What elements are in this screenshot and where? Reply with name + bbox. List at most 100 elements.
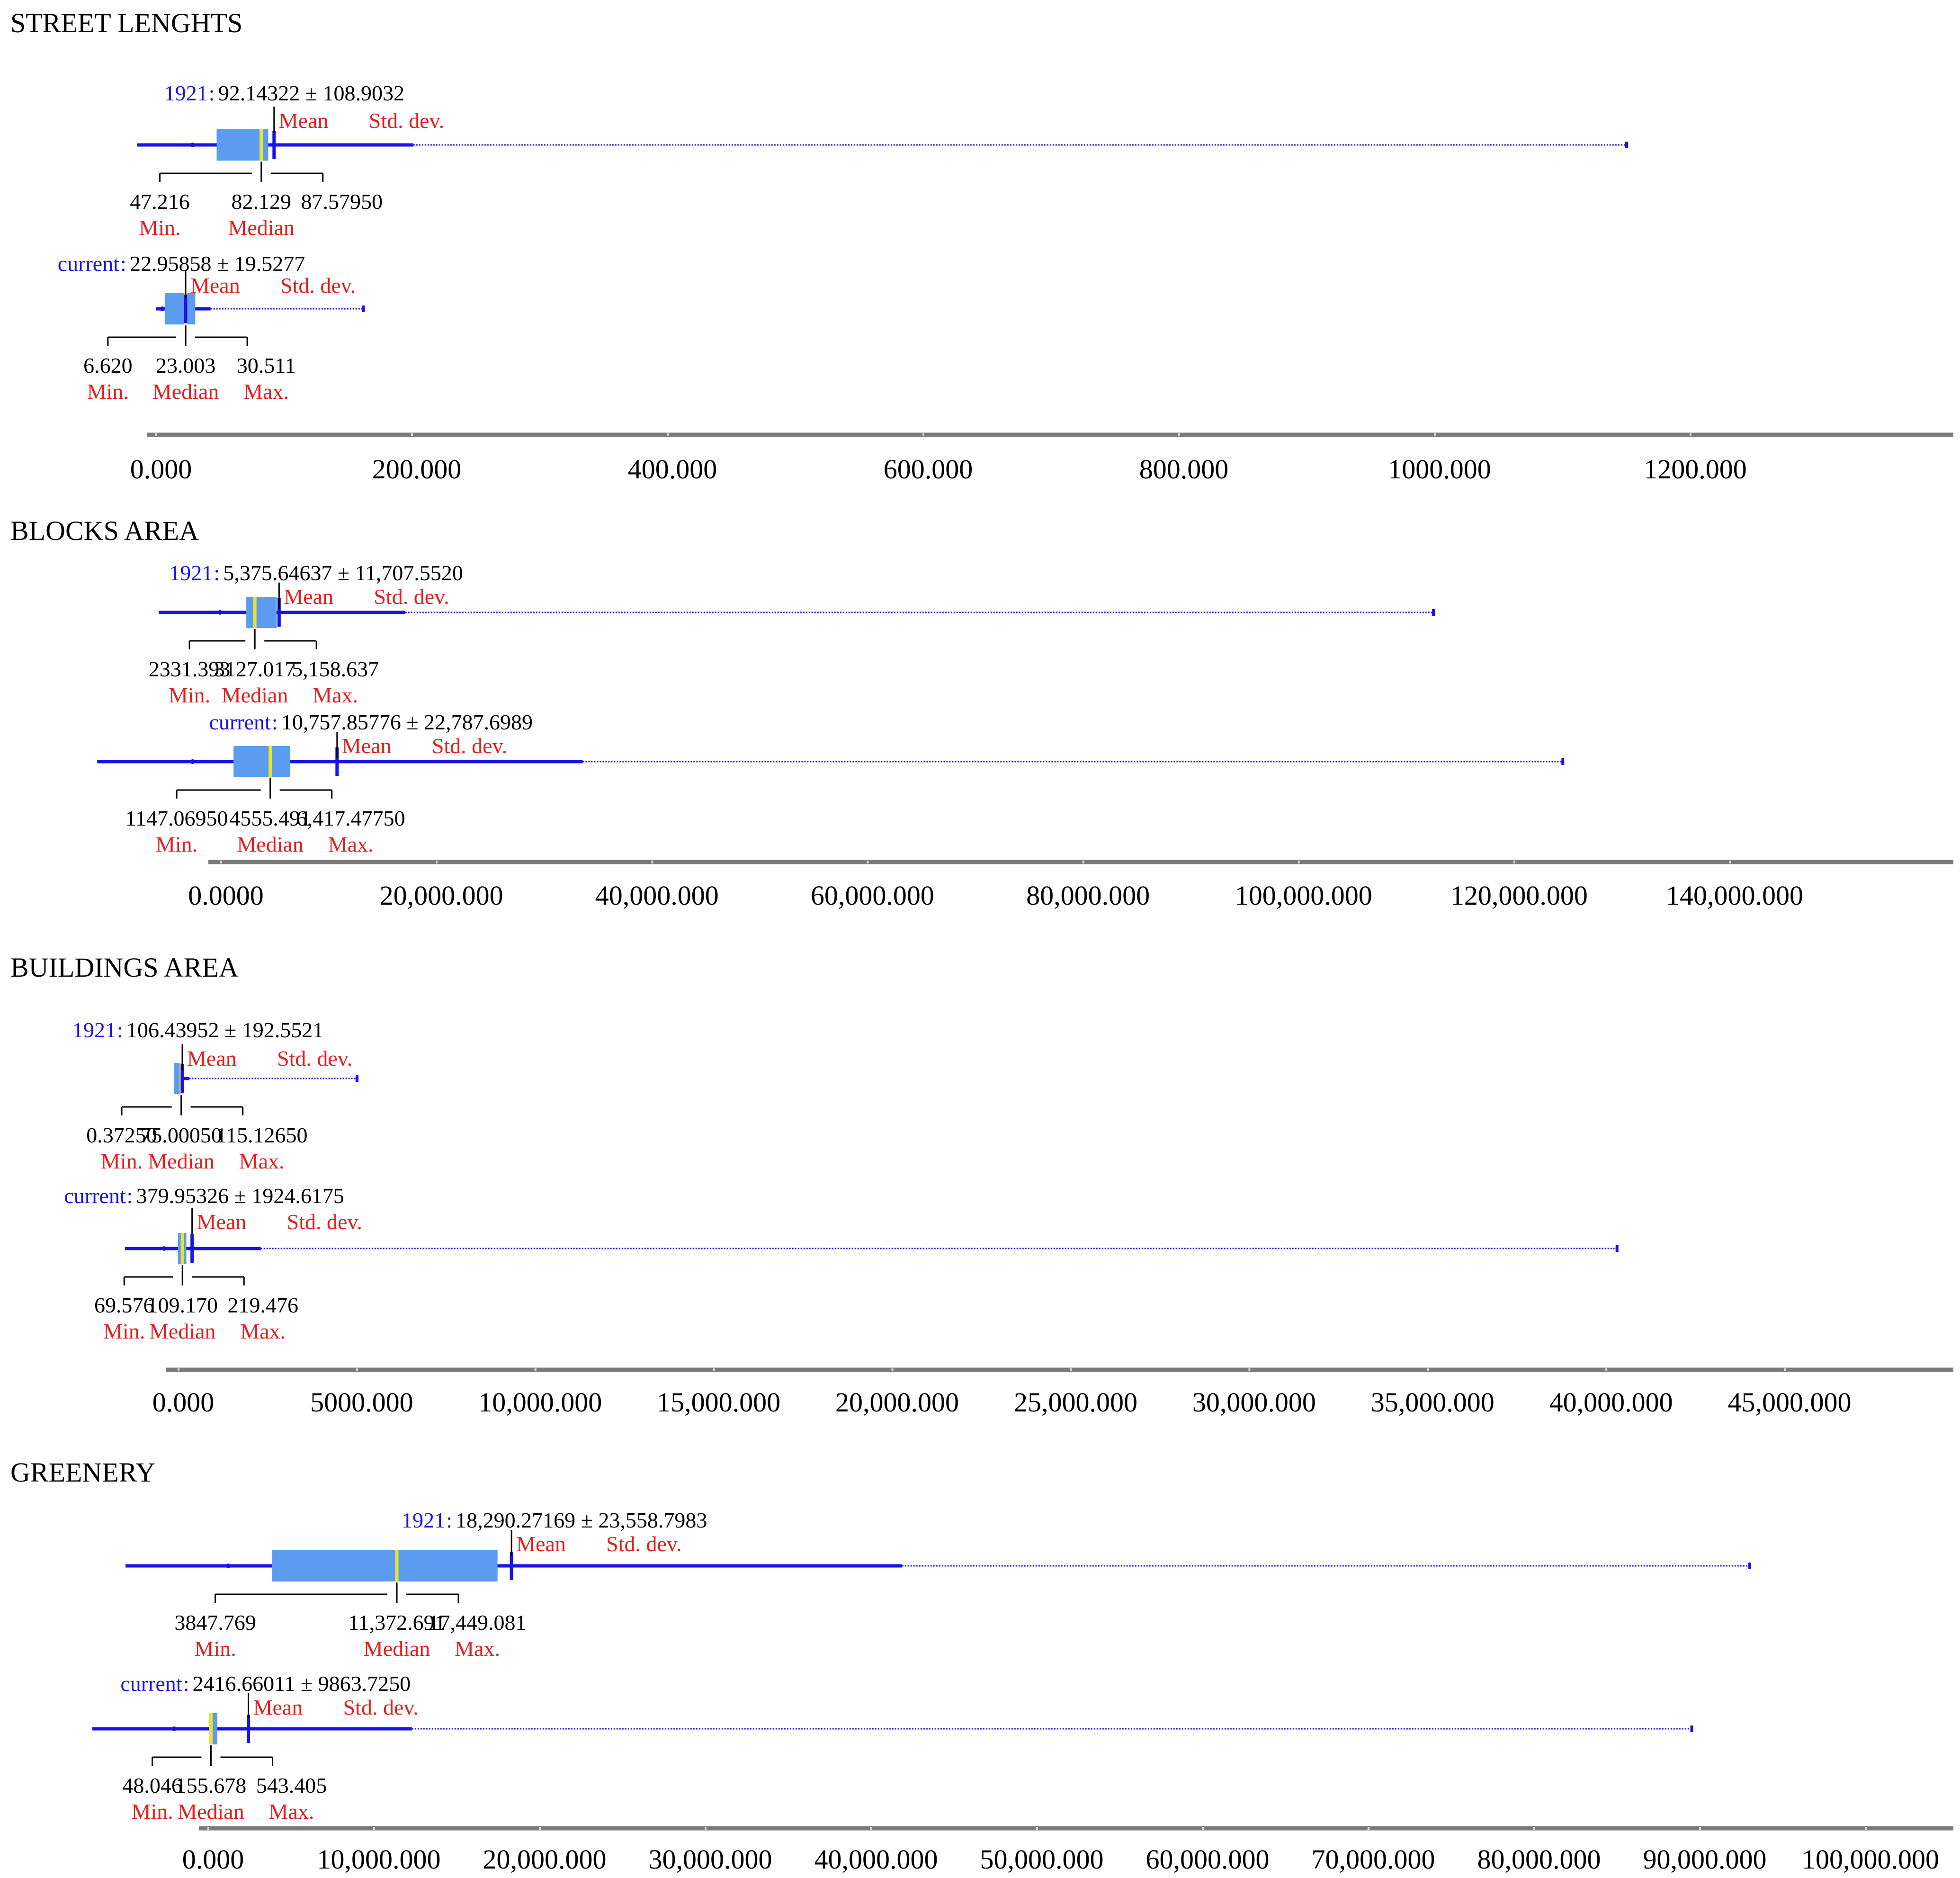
max-label: Max. (328, 832, 374, 856)
axis-tick-label: 200.000 (372, 454, 462, 485)
min-label: Min. (169, 683, 210, 707)
series-name: current (64, 1184, 125, 1208)
axis-tick-label: 100,000.000 (1802, 1844, 1939, 1875)
axis-tick-label: 100,000.000 (1235, 880, 1372, 911)
axis-tick-label: 60,000.000 (1146, 1844, 1270, 1875)
max-value: 6,417.47750 (296, 806, 405, 830)
axis-tick-label: 40,000.000 (814, 1844, 938, 1875)
min-value: 2331.393 (149, 657, 231, 681)
mean-label: Mean (190, 273, 240, 297)
series-name: 1921 (402, 1508, 445, 1532)
box (272, 1550, 498, 1581)
median-value: 155.678 (176, 1773, 247, 1797)
series-name: 1921 (72, 1018, 116, 1042)
axis-tick-label: 30,000.000 (1192, 1387, 1316, 1418)
min-label: Min. (101, 1149, 143, 1173)
median-label: Median (148, 1149, 215, 1173)
axis-tick-label: 40,000.000 (1549, 1387, 1673, 1418)
axis-tick-label: 140,000.000 (1666, 880, 1803, 911)
series-name-colon: : (272, 710, 278, 734)
max-value: 543.405 (256, 1773, 327, 1797)
series-name-colon: : (117, 1018, 123, 1042)
max-value: 17,449.081 (429, 1610, 527, 1635)
max-value: 5,158.637 (292, 657, 379, 681)
median-label: Median (364, 1636, 430, 1661)
axis-tick-label: 0.000 (182, 1844, 244, 1875)
std-dev-label: Std. dev. (280, 273, 356, 297)
min-value: 1147.06950 (125, 806, 228, 830)
axis-tick-label: 40,000.000 (595, 880, 719, 911)
min-label: Min. (156, 832, 197, 856)
axis-tick-label: 60,000.000 (811, 880, 934, 911)
max-label: Max. (313, 683, 358, 707)
median-label: Median (222, 683, 288, 707)
min-label: Min. (195, 1636, 236, 1661)
axis-tick-label: 0.000 (130, 454, 192, 485)
mean-label: Mean (342, 734, 392, 758)
median-label: Median (228, 216, 295, 240)
std-dev-label: Std. dev. (432, 734, 507, 758)
max-label: Max. (240, 1319, 286, 1343)
std-dev-label: Std. dev. (287, 1210, 362, 1234)
max-value: 115.12650 (216, 1123, 308, 1147)
panel-street-lenghts: STREET LENGHTS 0.000 200.000 400.000 600.000… (10, 8, 1953, 485)
min-value: 3847.769 (174, 1610, 256, 1635)
min-label: Min. (103, 1319, 145, 1343)
axis-tick-label: 20,000.000 (483, 1844, 607, 1875)
median-label: Median (178, 1799, 244, 1824)
axis-tick-label: 0.000 (152, 1387, 215, 1418)
outlier-dot (217, 610, 223, 615)
axis-tick-label: 50,000.000 (980, 1844, 1104, 1875)
outlier-dot (161, 1246, 167, 1251)
min-value: 6.620 (83, 353, 133, 377)
mean-std-value: 92.14322 ± 108.9032 (218, 81, 404, 105)
median-label: Median (237, 832, 304, 856)
axis-tick-label: 20,000.000 (380, 880, 503, 911)
median-label: Median (149, 1319, 216, 1343)
axis-tick-label: 20,000.000 (835, 1387, 959, 1418)
series-name-colon: : (214, 561, 220, 585)
axis-tick-label: 35,000.000 (1371, 1387, 1495, 1418)
axis-tick-label: 80,000.000 (1026, 880, 1150, 911)
median-value: 75.00050 (140, 1123, 222, 1147)
series-name-colon: : (209, 81, 215, 105)
median-value: 4555.491 (229, 806, 311, 830)
series-name: 1921 (169, 561, 213, 585)
min-label: Min. (139, 216, 180, 240)
axis-tick-label: 600.000 (884, 454, 973, 485)
box-group-1921: 1921:92.14322 ± 108.9032 Mean Std. dev. 47.… (130, 81, 1628, 240)
median-value: 3127.017 (214, 657, 296, 681)
mean-label: Mean (516, 1532, 566, 1556)
std-dev-label: Std. dev. (606, 1532, 681, 1556)
axis-tick-label: 1000.000 (1388, 454, 1491, 485)
axis-tick-label: 0.0000 (188, 880, 264, 911)
panel-blocks-area: BLOCKS AREA 0.0000 20,000.000 40,000.000 60,… (10, 515, 1953, 911)
series-name: 1921 (164, 81, 208, 105)
mean-label: Mean (187, 1046, 237, 1070)
series-name-colon: : (127, 1184, 133, 1208)
max-label: Max. (243, 379, 289, 404)
axis-tick-label: 120,000.000 (1450, 880, 1588, 911)
box (164, 293, 196, 324)
series-name: current (209, 710, 271, 734)
axis-tick-label: 5000.000 (310, 1387, 413, 1418)
max-value: 219.476 (227, 1293, 298, 1317)
mean-std-value: 18,290.27169 ± 23,558.7983 (456, 1508, 707, 1532)
axis-tick-label: 90,000.000 (1643, 1844, 1767, 1875)
axis-tick-label: 10,000.000 (478, 1387, 602, 1418)
median-value: 23.003 (156, 353, 216, 377)
series-name-colon: : (446, 1508, 452, 1532)
box (246, 597, 277, 628)
min-value: 47.216 (130, 189, 190, 214)
min-value: 48.046 (122, 1773, 182, 1797)
max-value: 87.57950 (301, 189, 383, 214)
min-value: 69.576 (94, 1293, 154, 1317)
axis-tick-label: 1200.000 (1644, 454, 1747, 485)
median-value: 109.170 (147, 1293, 218, 1317)
max-value: 30.511 (237, 353, 296, 377)
